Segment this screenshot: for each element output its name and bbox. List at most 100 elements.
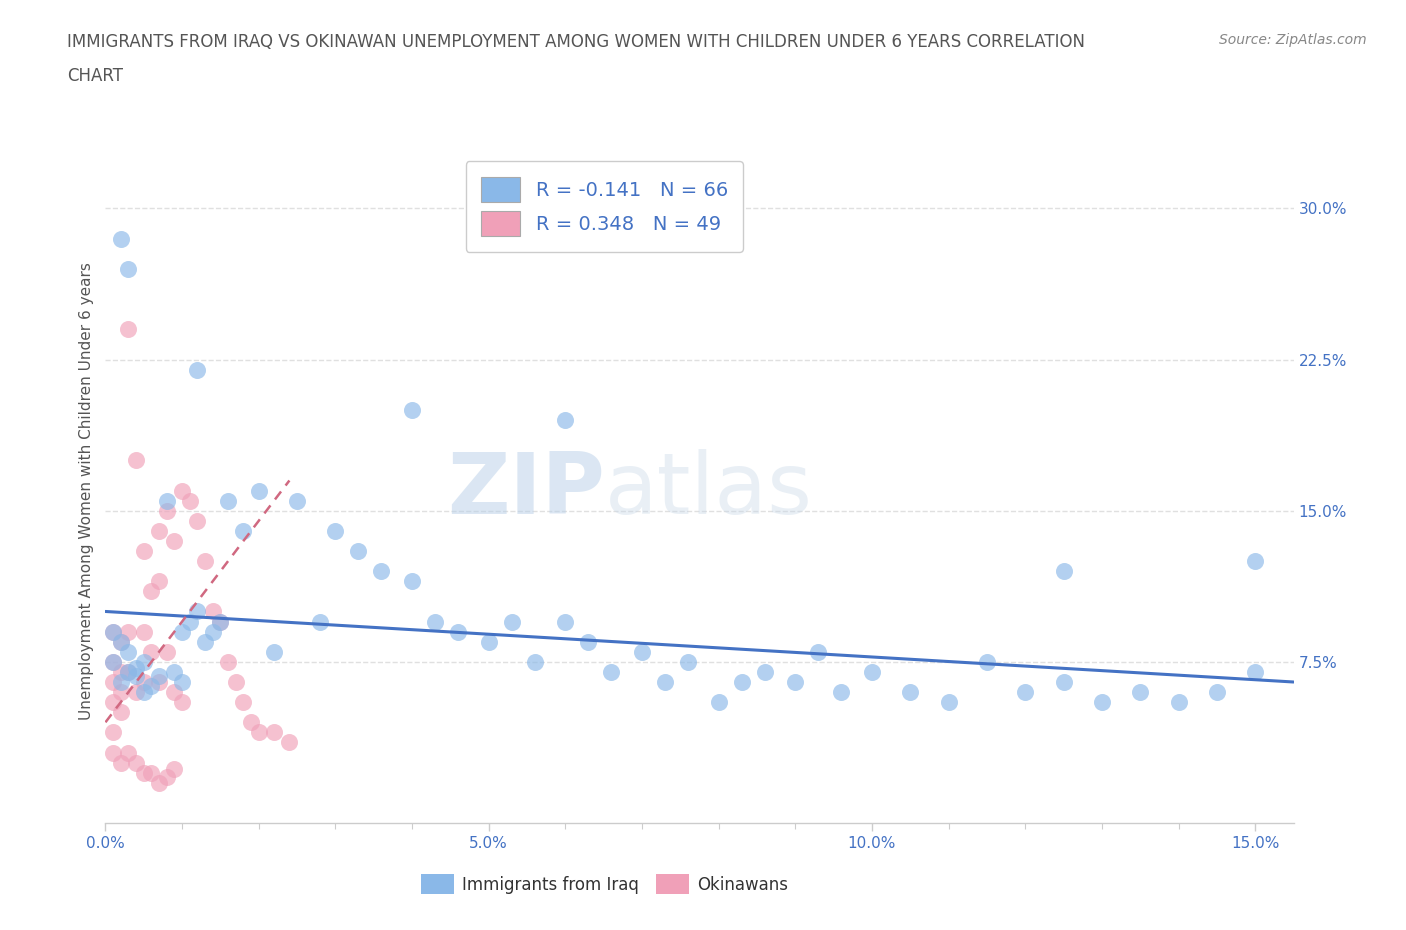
Point <box>101 624 124 639</box>
Point <box>132 765 155 780</box>
Point <box>232 524 254 538</box>
Point <box>938 695 960 710</box>
Point <box>576 634 599 649</box>
Point <box>263 644 285 659</box>
Point <box>172 674 194 689</box>
Point <box>240 715 263 730</box>
Point <box>101 725 124 740</box>
Point <box>110 755 132 770</box>
Point <box>101 655 124 670</box>
Point <box>141 584 163 599</box>
Point <box>163 684 186 699</box>
Point <box>370 564 392 578</box>
Point <box>101 655 124 670</box>
Point <box>117 664 139 679</box>
Point <box>117 745 139 760</box>
Point <box>110 674 132 689</box>
Point <box>1167 695 1189 710</box>
Point <box>225 674 247 689</box>
Point <box>179 493 201 508</box>
Point <box>117 261 139 276</box>
Point <box>263 725 285 740</box>
Point <box>179 614 201 629</box>
Point <box>132 543 155 558</box>
Point <box>125 453 148 468</box>
Point <box>117 644 139 659</box>
Point <box>148 776 170 790</box>
Text: ZIP: ZIP <box>447 449 605 532</box>
Point <box>141 765 163 780</box>
Point <box>401 574 423 589</box>
Point <box>1052 674 1074 689</box>
Point <box>401 403 423 418</box>
Point <box>860 664 883 679</box>
Y-axis label: Unemployment Among Women with Children Under 6 years: Unemployment Among Women with Children U… <box>79 261 94 720</box>
Point <box>217 655 239 670</box>
Point <box>554 614 576 629</box>
Point <box>148 674 170 689</box>
Point <box>172 695 194 710</box>
Text: IMMIGRANTS FROM IRAQ VS OKINAWAN UNEMPLOYMENT AMONG WOMEN WITH CHILDREN UNDER 6 : IMMIGRANTS FROM IRAQ VS OKINAWAN UNEMPLO… <box>67 33 1085 50</box>
Point <box>156 769 179 784</box>
Point <box>186 513 208 528</box>
Point <box>309 614 332 629</box>
Point <box>148 524 170 538</box>
Point <box>172 624 194 639</box>
Point <box>554 413 576 428</box>
Point <box>523 655 546 670</box>
Point <box>148 574 170 589</box>
Point <box>117 664 139 679</box>
Text: CHART: CHART <box>67 67 124 85</box>
Point <box>110 664 132 679</box>
Point <box>110 634 132 649</box>
Point <box>110 232 132 246</box>
Point <box>141 644 163 659</box>
Point <box>117 624 139 639</box>
Point <box>110 705 132 720</box>
Point <box>1014 684 1036 699</box>
Point <box>423 614 446 629</box>
Point <box>125 684 148 699</box>
Point <box>132 655 155 670</box>
Point <box>163 761 186 776</box>
Point <box>247 725 270 740</box>
Point <box>478 634 501 649</box>
Point <box>447 624 470 639</box>
Point <box>1205 684 1227 699</box>
Point <box>125 755 148 770</box>
Point <box>163 534 186 549</box>
Point <box>676 655 699 670</box>
Point <box>132 684 155 699</box>
Point <box>110 684 132 699</box>
Text: Source: ZipAtlas.com: Source: ZipAtlas.com <box>1219 33 1367 46</box>
Point <box>141 679 163 694</box>
Point <box>347 543 370 558</box>
Point <box>631 644 654 659</box>
Point <box>807 644 830 659</box>
Point <box>285 493 308 508</box>
Point <box>201 604 224 619</box>
Legend: Immigrants from Iraq, Okinawans: Immigrants from Iraq, Okinawans <box>413 868 794 901</box>
Point <box>148 669 170 684</box>
Point <box>156 503 179 518</box>
Point <box>1244 553 1267 568</box>
Point <box>163 664 186 679</box>
Point <box>754 664 776 679</box>
Point <box>125 660 148 675</box>
Point <box>976 655 998 670</box>
Point <box>501 614 523 629</box>
Point <box>209 614 232 629</box>
Point <box>156 644 179 659</box>
Point <box>194 553 217 568</box>
Point <box>186 363 208 378</box>
Point <box>278 735 301 750</box>
Point <box>194 634 217 649</box>
Point <box>830 684 852 699</box>
Point <box>132 674 155 689</box>
Point <box>1129 684 1152 699</box>
Point <box>785 674 807 689</box>
Point <box>209 614 232 629</box>
Point <box>101 624 124 639</box>
Point <box>101 695 124 710</box>
Point <box>1091 695 1114 710</box>
